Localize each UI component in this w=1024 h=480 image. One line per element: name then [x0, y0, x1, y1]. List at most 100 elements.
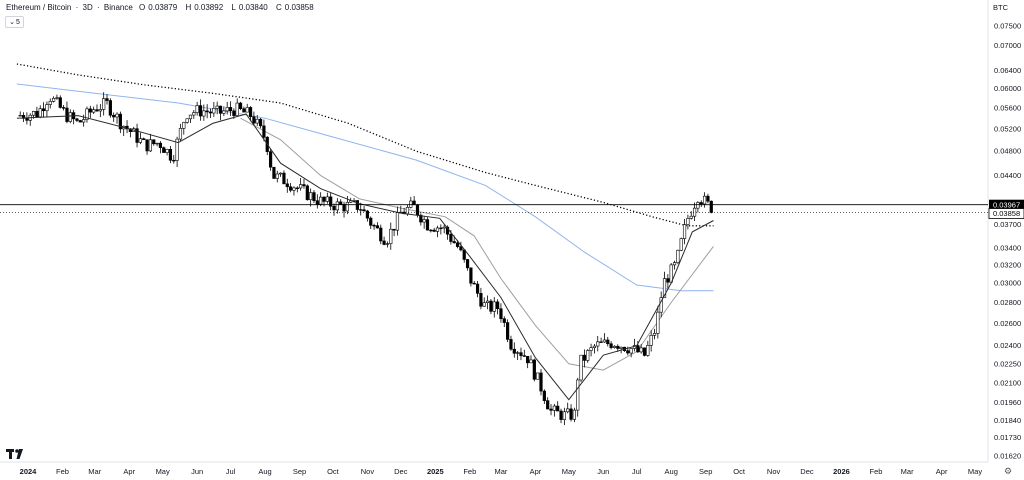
- price-tick-label: 0.07500: [994, 22, 1021, 31]
- candle-body: [208, 111, 213, 114]
- candle-body: [472, 282, 476, 285]
- candle-body: [482, 302, 486, 307]
- time-tick-label: Jun: [191, 467, 203, 476]
- time-tick-label: Jul: [226, 467, 236, 476]
- candle-body: [639, 347, 643, 353]
- price-tick-label: 0.02800: [994, 298, 1021, 307]
- price-tick-label: 0.05600: [994, 103, 1021, 112]
- candle-body: [258, 118, 263, 127]
- candle-body: [235, 102, 239, 116]
- time-tick-label: Mar: [901, 467, 914, 476]
- chart-legend: Ethereum / Bitcoin · 3D · Binance O 0.038…: [6, 3, 320, 12]
- candle-body: [105, 98, 109, 101]
- candle-body: [609, 343, 613, 348]
- price-label-box-outline: [988, 208, 1024, 219]
- candle-body: [572, 409, 576, 420]
- candle-body: [289, 186, 293, 191]
- currency-label[interactable]: BTC: [993, 3, 1008, 12]
- candle-body: [262, 125, 266, 138]
- price-tick-label: 0.05200: [994, 124, 1021, 133]
- chevron-down-icon: ⌄: [9, 19, 15, 26]
- candle-body: [232, 110, 236, 116]
- candle-body: [602, 339, 607, 343]
- candle-body: [115, 113, 119, 118]
- candle-body: [475, 283, 480, 294]
- close-label: C: [275, 3, 282, 12]
- indicators-toggle-button[interactable]: ⌄ 5: [5, 16, 24, 28]
- candle-body: [238, 102, 243, 110]
- candle-body: [212, 108, 216, 114]
- separator-dot: ·: [96, 3, 100, 12]
- candle-body: [58, 97, 62, 108]
- candle-body: [292, 187, 296, 191]
- candle-body: [542, 390, 546, 401]
- time-tick-label: Dec: [394, 467, 408, 476]
- price-tick-label: 0.03400: [994, 243, 1021, 252]
- candle-body: [148, 139, 153, 152]
- candle-body: [449, 233, 453, 242]
- candle-body: [432, 229, 436, 232]
- price-tick-label: 0.06400: [994, 66, 1021, 75]
- symbol-name[interactable]: Ethereum / Bitcoin: [6, 3, 72, 12]
- candle-body: [198, 105, 203, 117]
- time-tick-label: Oct: [733, 467, 746, 476]
- candle-body: [359, 209, 363, 211]
- candle-body: [82, 119, 86, 123]
- candle-body: [335, 201, 339, 211]
- candle-body: [75, 118, 79, 121]
- candle-body: [48, 101, 52, 105]
- candle-body: [692, 207, 697, 217]
- candle-body: [469, 267, 473, 284]
- candle-body: [362, 209, 366, 212]
- candle-body: [245, 107, 249, 113]
- candle-body: [95, 109, 99, 112]
- candle-body: [369, 217, 373, 226]
- candle-body: [512, 348, 516, 354]
- candle-body: [629, 348, 633, 354]
- price-tick-label: 0.04800: [994, 147, 1021, 156]
- price-tick-label: 0.01620: [994, 452, 1021, 461]
- candle-body: [409, 200, 413, 208]
- candle-body: [442, 226, 446, 229]
- candle-body: [616, 345, 620, 349]
- candle-body: [479, 293, 483, 307]
- settings-gear-icon[interactable]: ⚙: [1004, 466, 1013, 476]
- candle-body: [88, 108, 92, 113]
- price-tick-label: 0.01840: [994, 416, 1021, 425]
- time-tick-label: Aug: [258, 467, 271, 476]
- candle-body: [45, 104, 49, 112]
- candle-body: [102, 98, 106, 110]
- time-tick-label: May: [156, 467, 170, 476]
- candle-body: [452, 241, 456, 244]
- candle-body: [332, 205, 336, 211]
- tradingview-logo-icon[interactable]: [6, 448, 26, 462]
- candle-body: [195, 105, 199, 113]
- price-tick-label: 0.03200: [994, 260, 1021, 269]
- candle-body: [315, 200, 319, 205]
- candle-body: [165, 149, 169, 153]
- candle-body: [519, 352, 523, 356]
- candle-body: [539, 372, 543, 392]
- candle-body: [382, 240, 386, 245]
- candle-body: [218, 105, 223, 114]
- time-tick-label: Mar: [88, 467, 101, 476]
- candle-body: [462, 249, 466, 260]
- candle-body: [302, 184, 306, 187]
- time-tick-label: Feb: [869, 467, 882, 476]
- candle-body: [589, 347, 593, 351]
- candle-body: [365, 210, 370, 219]
- candle-body: [689, 215, 693, 219]
- candle-body: [636, 345, 640, 353]
- time-tick-label: Nov: [361, 467, 375, 476]
- candle-body: [556, 405, 560, 412]
- candle-body: [305, 185, 309, 201]
- price-tick-label: 0.07000: [994, 41, 1021, 50]
- candle-body: [499, 308, 503, 320]
- candle-body: [586, 350, 590, 361]
- interval-label[interactable]: 3D: [82, 3, 93, 12]
- candle-body: [455, 242, 460, 247]
- candle-body: [25, 118, 29, 121]
- price-tick-label: 0.03700: [994, 220, 1021, 229]
- candle-body: [682, 224, 687, 239]
